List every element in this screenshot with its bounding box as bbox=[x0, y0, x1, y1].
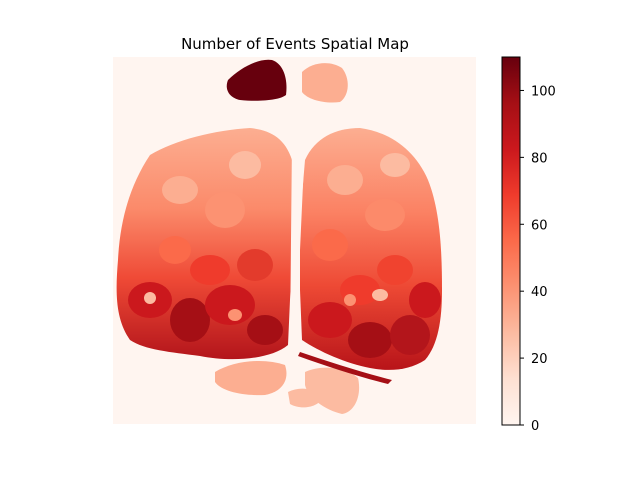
heatmap-image bbox=[113, 57, 476, 424]
colorbar: 0 20 40 60 80 100 bbox=[501, 56, 556, 434]
chart-title: Number of Events Spatial Map bbox=[181, 35, 409, 53]
colorbar-tick-label: 40 bbox=[531, 285, 548, 300]
colorbar-tick-label: 100 bbox=[531, 84, 556, 99]
olfactory-bulb-right bbox=[302, 63, 348, 103]
midline bbox=[290, 140, 305, 340]
colorbar-ticks: 0 20 40 60 80 100 bbox=[520, 84, 556, 434]
right-hemisphere-patches bbox=[308, 153, 441, 358]
cerebellum-left bbox=[215, 360, 287, 396]
olfactory-bulb-left bbox=[226, 59, 287, 101]
colorbar-tick-label: 0 bbox=[531, 419, 539, 434]
cerebellum-center bbox=[288, 388, 322, 408]
colorbar-gradient bbox=[501, 56, 521, 426]
colorbar-tick-label: 20 bbox=[531, 352, 548, 367]
left-hemisphere-patches bbox=[128, 151, 283, 345]
lower-streak bbox=[298, 352, 392, 384]
colorbar-tick-label: 80 bbox=[531, 151, 548, 166]
colorbar-tick-label: 60 bbox=[531, 218, 548, 233]
